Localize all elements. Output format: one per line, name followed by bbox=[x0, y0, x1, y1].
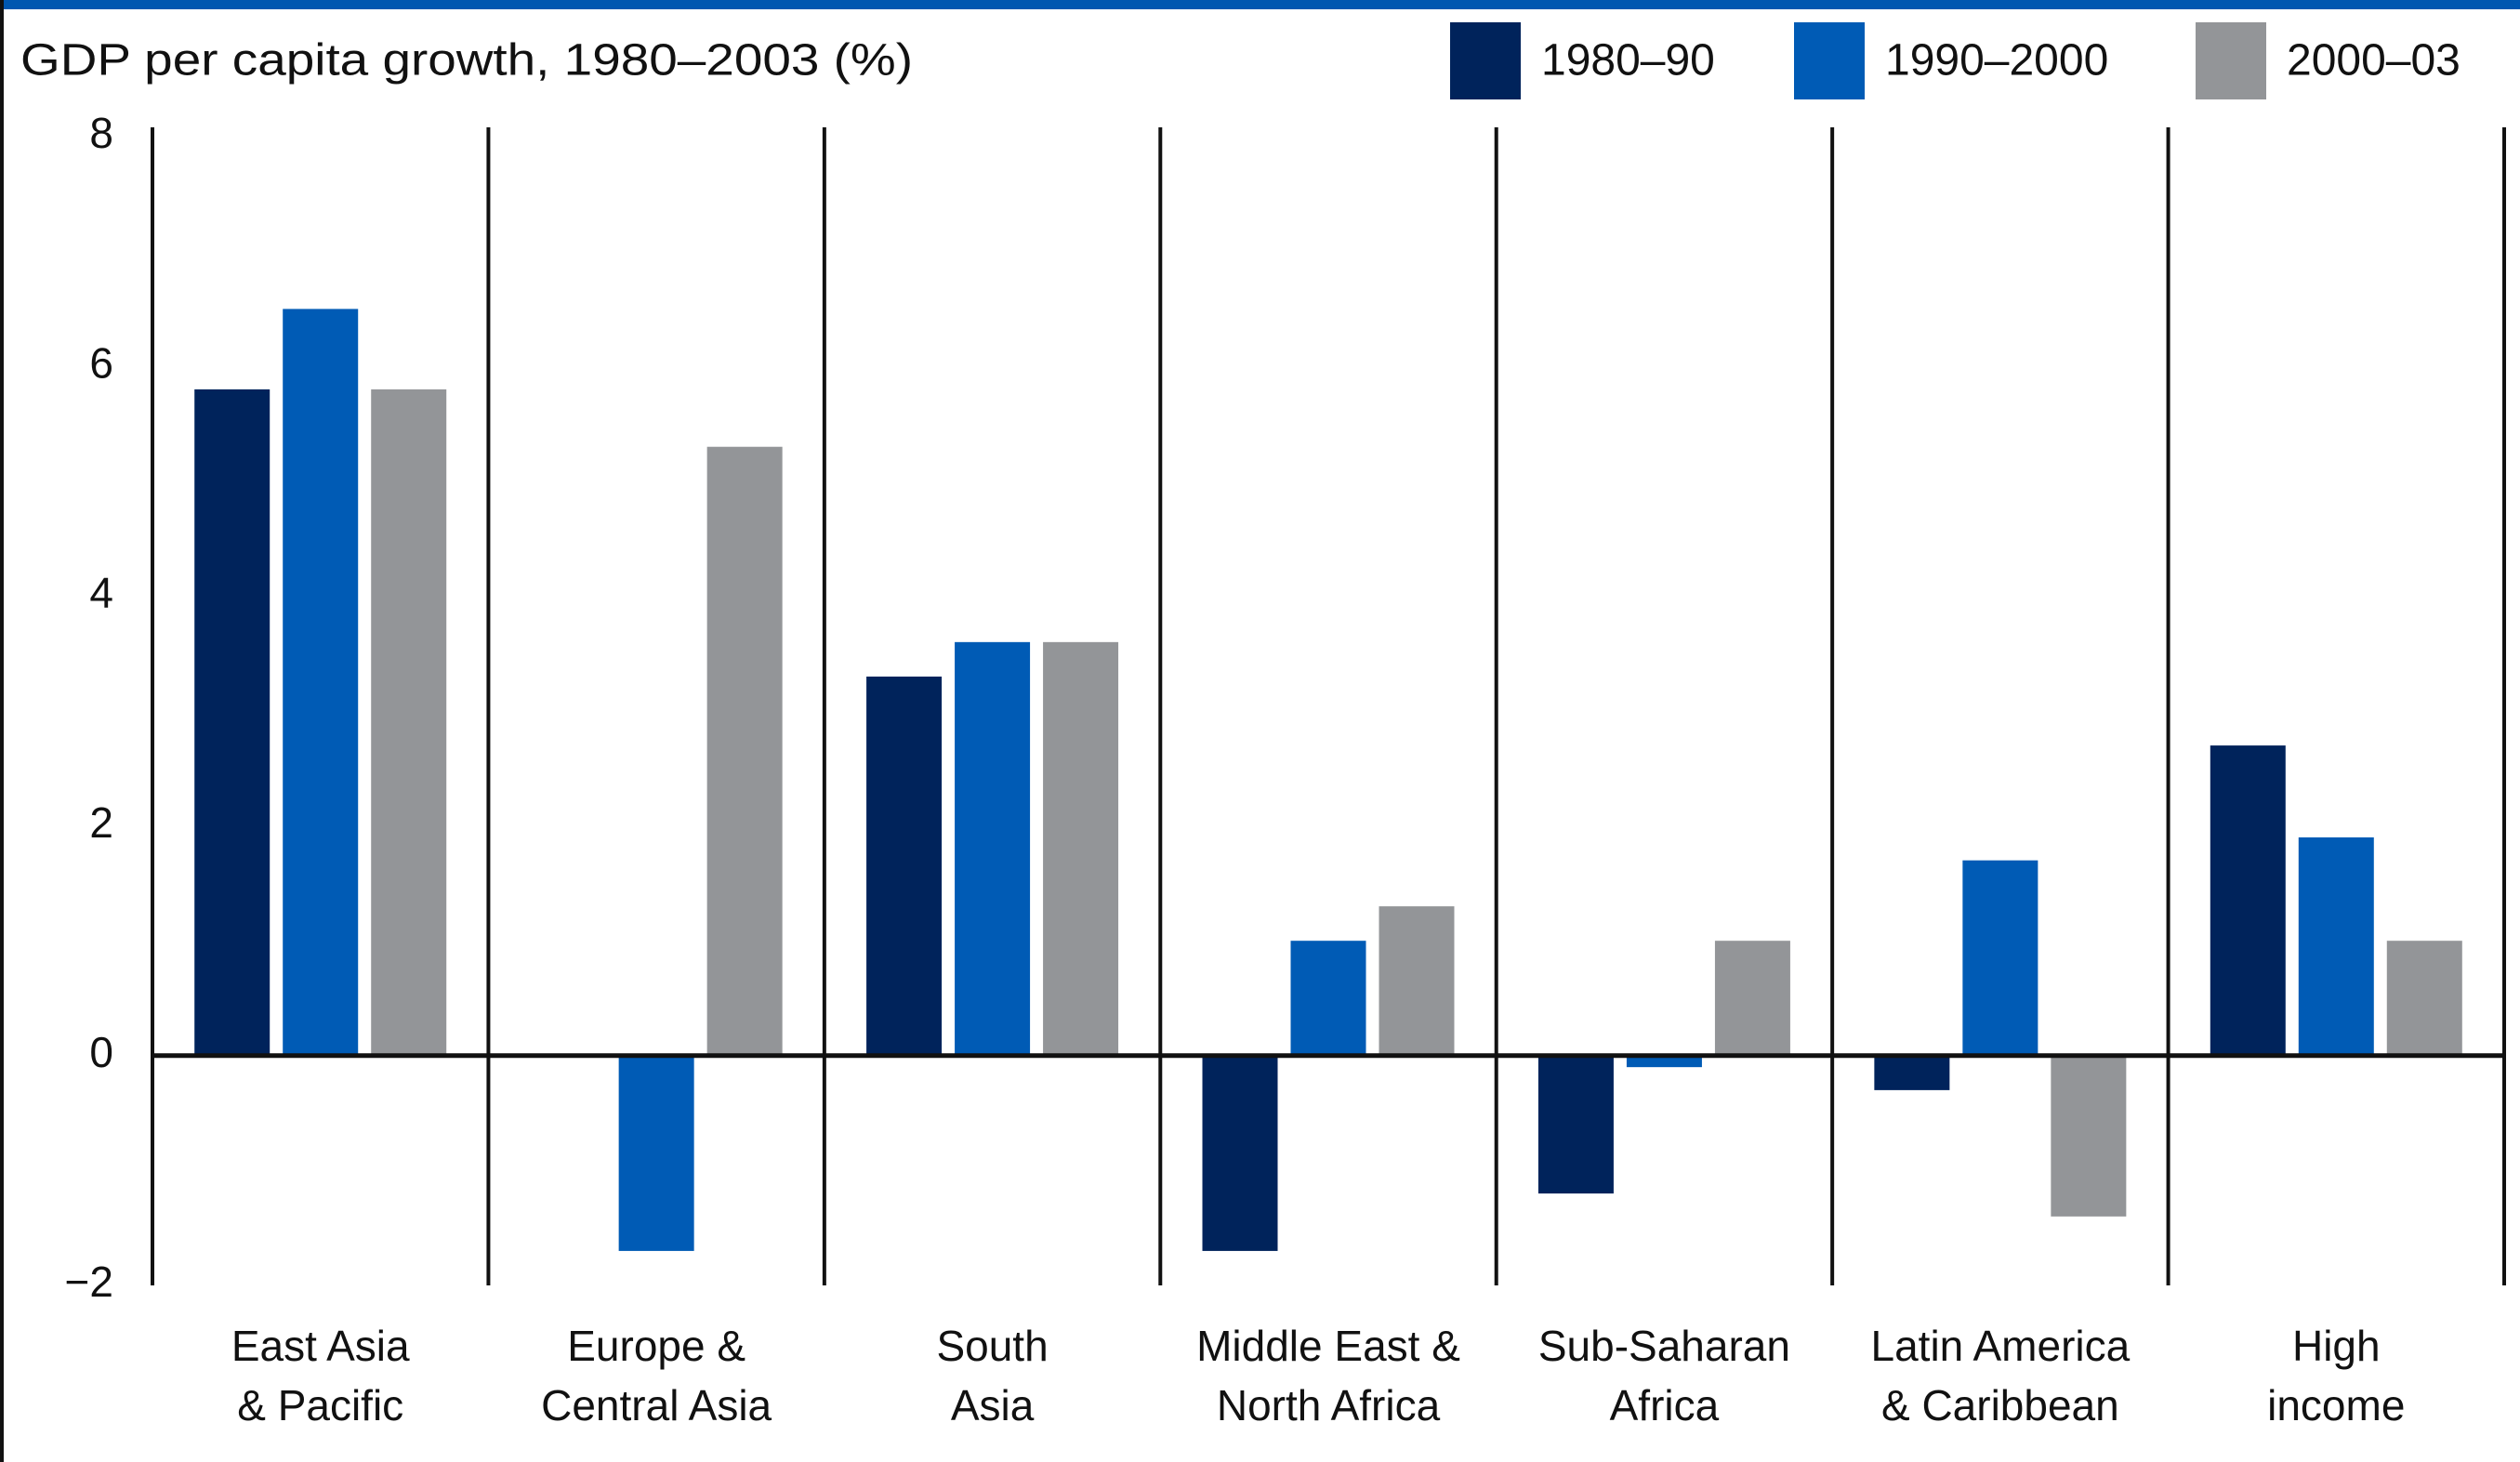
top-rule bbox=[0, 0, 2520, 9]
bar bbox=[1202, 1055, 1278, 1251]
legend-swatch bbox=[2196, 22, 2266, 99]
bar bbox=[2051, 1055, 2127, 1217]
bar bbox=[371, 389, 447, 1056]
y-tick-label: −2 bbox=[65, 1258, 113, 1306]
x-tick-label: income bbox=[2267, 1381, 2405, 1429]
x-tick-label: Sub-Saharan bbox=[1538, 1322, 1790, 1370]
x-tick-label: Europe & bbox=[567, 1322, 745, 1370]
bar bbox=[618, 1055, 694, 1251]
x-tick-label: North Africa bbox=[1217, 1381, 1441, 1429]
bar bbox=[1537, 1055, 1614, 1194]
x-tick-label: & Caribbean bbox=[1881, 1381, 2119, 1429]
bar bbox=[866, 676, 943, 1056]
y-tick-label: 2 bbox=[89, 798, 113, 847]
bar bbox=[955, 641, 1031, 1056]
legend-label: 1980–90 bbox=[1541, 36, 1715, 86]
bar bbox=[1714, 941, 1790, 1056]
y-tick-label: 0 bbox=[89, 1028, 113, 1076]
chart-title: GDP per capita growth, 1980–2003 (%) bbox=[20, 36, 913, 86]
y-tick-label: 8 bbox=[89, 109, 113, 157]
x-tick-label: Africa bbox=[1610, 1381, 1720, 1429]
bar bbox=[1962, 860, 2038, 1056]
bar bbox=[2386, 941, 2462, 1056]
x-tick-label: High bbox=[2292, 1322, 2381, 1370]
y-tick-label: 6 bbox=[89, 338, 113, 387]
x-tick-label: Central Asia bbox=[541, 1381, 772, 1429]
legend-swatch bbox=[1450, 22, 1521, 99]
x-tick-label: Latin America bbox=[1871, 1322, 2131, 1370]
x-tick-label: East Asia bbox=[231, 1322, 410, 1370]
bar bbox=[1626, 1055, 1702, 1068]
x-tick-label: & Pacific bbox=[237, 1381, 403, 1429]
bar bbox=[706, 446, 783, 1056]
y-tick-label: 4 bbox=[89, 569, 113, 617]
legend-swatch bbox=[1794, 22, 1865, 99]
legend-label: 2000–03 bbox=[2287, 36, 2461, 86]
x-tick-label: Middle East & bbox=[1196, 1322, 1460, 1370]
x-tick-label: South bbox=[936, 1322, 1048, 1370]
bar bbox=[194, 389, 270, 1056]
bar bbox=[1290, 941, 1366, 1056]
bar bbox=[1379, 906, 1455, 1056]
left-edge bbox=[0, 0, 4, 1462]
bar bbox=[1874, 1055, 1950, 1090]
legend-label: 1990–2000 bbox=[1885, 36, 2108, 86]
bar bbox=[2210, 745, 2286, 1056]
bar bbox=[2298, 836, 2374, 1056]
bar bbox=[1043, 641, 1119, 1056]
x-tick-label: Asia bbox=[951, 1381, 1035, 1429]
bar bbox=[283, 309, 359, 1056]
